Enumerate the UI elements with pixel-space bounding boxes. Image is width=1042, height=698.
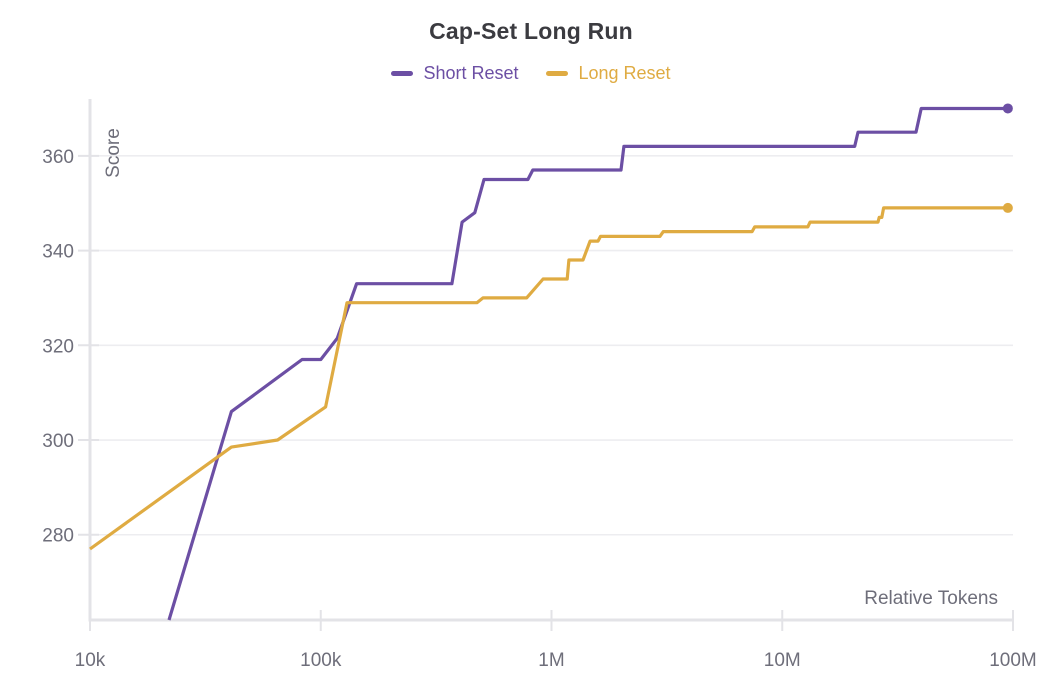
legend-dash-icon (391, 71, 414, 76)
legend-dash-icon (546, 71, 569, 76)
y-axis-title: Score (103, 128, 124, 178)
svg-text:280: 280 (42, 526, 74, 547)
legend-item-long-reset: Long Reset (546, 63, 671, 84)
legend-label: Long Reset (578, 63, 671, 83)
svg-text:1M: 1M (538, 650, 564, 671)
svg-text:300: 300 (42, 431, 74, 452)
legend-label: Short Reset (423, 63, 519, 83)
svg-text:340: 340 (42, 242, 74, 263)
svg-text:320: 320 (42, 336, 74, 357)
svg-text:100M: 100M (989, 650, 1037, 671)
chart-title: Cap-Set Long Run (429, 18, 633, 44)
svg-text:100k: 100k (300, 650, 342, 671)
x-axis-title: Relative Tokens (864, 588, 998, 609)
svg-text:360: 360 (42, 147, 74, 168)
svg-text:10k: 10k (75, 650, 106, 671)
svg-text:10M: 10M (764, 650, 801, 671)
chart-legend: Short Reset Long Reset (20, 63, 1042, 84)
legend-item-short-reset: Short Reset (391, 63, 518, 84)
